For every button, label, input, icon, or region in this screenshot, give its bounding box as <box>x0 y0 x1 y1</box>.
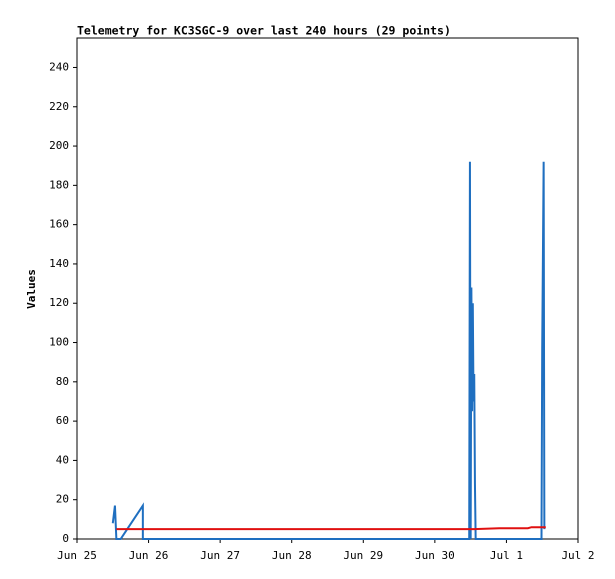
y-axis-label: Values <box>25 269 38 309</box>
y-tick-label: 0 <box>62 532 69 545</box>
y-tick-label: 100 <box>49 336 69 349</box>
y-tick-label: 220 <box>49 100 69 113</box>
chart-title: Telemetry for KC3SGC-9 over last 240 hou… <box>77 24 451 38</box>
x-tick-label: Jun 26 <box>129 549 169 562</box>
y-tick-label: 160 <box>49 218 69 231</box>
series-line <box>116 526 546 531</box>
x-tick-label: Jul 1 <box>490 549 523 562</box>
y-tick-label: 120 <box>49 296 69 309</box>
x-tick-label: Jun 28 <box>272 549 312 562</box>
y-tick-label: 20 <box>56 493 69 506</box>
y-tick-label: 200 <box>49 139 69 152</box>
x-tick-label: Jun 29 <box>343 549 383 562</box>
series-line <box>111 161 546 540</box>
x-tick-label: Jun 30 <box>415 549 455 562</box>
x-tick-label: Jun 25 <box>57 549 97 562</box>
y-tick-label: 60 <box>56 414 69 427</box>
y-tick-label: 80 <box>56 375 69 388</box>
y-tick-label: 140 <box>49 257 69 270</box>
y-tick-label: 240 <box>49 60 69 73</box>
plot-frame <box>76 37 579 540</box>
y-tick-label: 180 <box>49 178 69 191</box>
x-tick-label: Jul 2 <box>561 549 594 562</box>
y-tick-label: 40 <box>56 453 69 466</box>
x-tick-label: Jun 27 <box>200 549 240 562</box>
